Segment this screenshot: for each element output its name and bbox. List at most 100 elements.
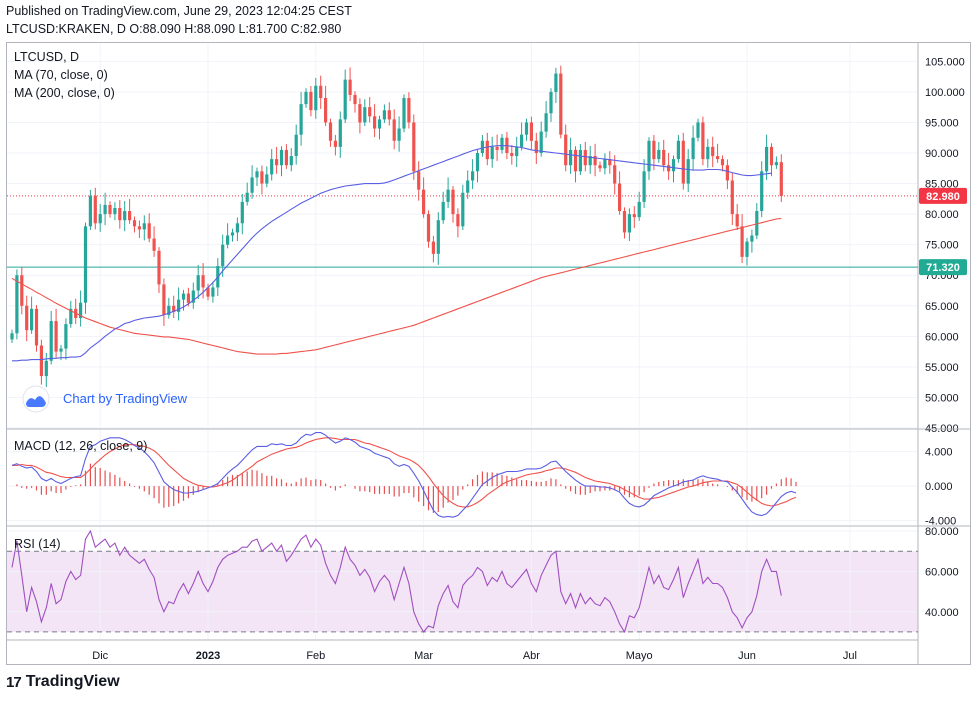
candle-body bbox=[397, 128, 401, 141]
candle-body bbox=[54, 321, 58, 352]
candle-body bbox=[319, 85, 323, 98]
macd-line bbox=[11, 432, 797, 518]
candle-body bbox=[83, 226, 88, 303]
candle-body bbox=[152, 238, 156, 251]
candle-body bbox=[603, 159, 607, 169]
candle-body bbox=[451, 189, 455, 215]
last-price-label: 82.980 bbox=[926, 191, 960, 203]
candle-body bbox=[681, 140, 685, 184]
x-tick-label: Jun bbox=[738, 650, 756, 662]
candle-body bbox=[230, 232, 235, 236]
candle-body bbox=[436, 220, 440, 254]
candle-body bbox=[774, 162, 778, 166]
price-tick-label: 100.000 bbox=[925, 87, 965, 99]
candle-body bbox=[377, 119, 382, 129]
candle-body bbox=[373, 116, 377, 129]
candle-body bbox=[520, 134, 524, 147]
candle-body bbox=[69, 308, 73, 325]
candle-body bbox=[720, 159, 725, 166]
candle-body bbox=[221, 244, 225, 267]
candle-body bbox=[686, 159, 690, 184]
candle-body bbox=[622, 211, 627, 233]
candle-body bbox=[15, 275, 19, 334]
candle-body bbox=[177, 299, 181, 312]
candle-body bbox=[471, 171, 475, 181]
candle-body bbox=[147, 223, 151, 239]
candle-body bbox=[358, 104, 362, 123]
candle-body bbox=[461, 192, 465, 227]
candle-body bbox=[446, 189, 450, 202]
candle-body bbox=[98, 214, 102, 224]
candle-body bbox=[662, 149, 666, 166]
tradingview-footer: 17 TradingView bbox=[6, 673, 120, 691]
x-tick-label: Abr bbox=[523, 650, 540, 662]
candle-body bbox=[466, 180, 470, 193]
candle-body bbox=[730, 180, 734, 215]
candle-body bbox=[368, 107, 372, 117]
candle-body bbox=[314, 85, 318, 111]
legend-symbol: LTCUSD, D bbox=[14, 50, 79, 64]
candle-body bbox=[181, 293, 186, 300]
support-price-label: 71.320 bbox=[926, 262, 960, 274]
candle-body bbox=[417, 171, 421, 190]
candle-body bbox=[613, 165, 617, 184]
rsi-tick-label: 80.000 bbox=[925, 526, 959, 538]
candle-body bbox=[226, 235, 230, 245]
legend-macd: MACD (12, 26, close, 9) bbox=[14, 439, 147, 453]
candle-body bbox=[137, 226, 141, 230]
candle-body bbox=[632, 214, 636, 218]
x-tick-label: Mayo bbox=[626, 650, 653, 662]
candle-body bbox=[284, 149, 288, 166]
candle-body bbox=[309, 91, 313, 111]
candle-body bbox=[515, 146, 519, 157]
candle-body bbox=[20, 275, 24, 306]
candle-body bbox=[402, 98, 406, 129]
candle-body bbox=[240, 201, 244, 224]
macd-tick-label: -4.000 bbox=[925, 516, 956, 528]
candle-body bbox=[769, 146, 774, 166]
candle-body bbox=[490, 146, 494, 160]
candle-body bbox=[495, 146, 499, 150]
published-line: Published on TradingView.com, June 29, 2… bbox=[6, 4, 352, 18]
macd-tick-label: 0.000 bbox=[925, 481, 953, 493]
candle-body bbox=[760, 171, 764, 212]
candle-body bbox=[706, 146, 710, 160]
candle-body bbox=[172, 305, 176, 312]
legend-rsi: RSI (14) bbox=[14, 537, 61, 551]
candle-body bbox=[696, 122, 700, 138]
candle-body bbox=[578, 149, 582, 172]
x-tick-label: Mar bbox=[414, 650, 433, 662]
candle-body bbox=[529, 122, 533, 141]
candle-body bbox=[93, 195, 97, 224]
candle-body bbox=[701, 122, 705, 160]
candle-body bbox=[608, 159, 612, 166]
candle-body bbox=[500, 137, 504, 150]
candle-body bbox=[564, 134, 568, 166]
candle-body bbox=[162, 284, 166, 315]
candle-body bbox=[711, 146, 715, 157]
candle-body bbox=[132, 220, 137, 227]
candle-body bbox=[534, 140, 538, 153]
cloud-icon bbox=[26, 396, 46, 407]
candle-body bbox=[642, 171, 646, 202]
x-tick-label: Dic bbox=[92, 650, 108, 662]
candle-body bbox=[480, 140, 484, 153]
candle-body bbox=[201, 275, 205, 288]
candle-body bbox=[573, 149, 578, 172]
candle-body bbox=[275, 159, 279, 166]
candle-body bbox=[588, 156, 592, 166]
candle-body bbox=[627, 214, 631, 233]
rsi-tick-label: 60.000 bbox=[925, 566, 959, 578]
candle-body bbox=[745, 241, 749, 257]
candle-body bbox=[652, 140, 656, 160]
candle-body bbox=[299, 104, 303, 135]
candle-body bbox=[44, 360, 48, 377]
macd-tick-label: 4.000 bbox=[925, 447, 953, 459]
candle-body bbox=[426, 214, 431, 242]
candle-body bbox=[279, 149, 284, 166]
candle-body bbox=[485, 140, 489, 160]
candle-body bbox=[142, 223, 146, 230]
candle-body bbox=[49, 321, 53, 361]
candle-body bbox=[324, 98, 328, 123]
